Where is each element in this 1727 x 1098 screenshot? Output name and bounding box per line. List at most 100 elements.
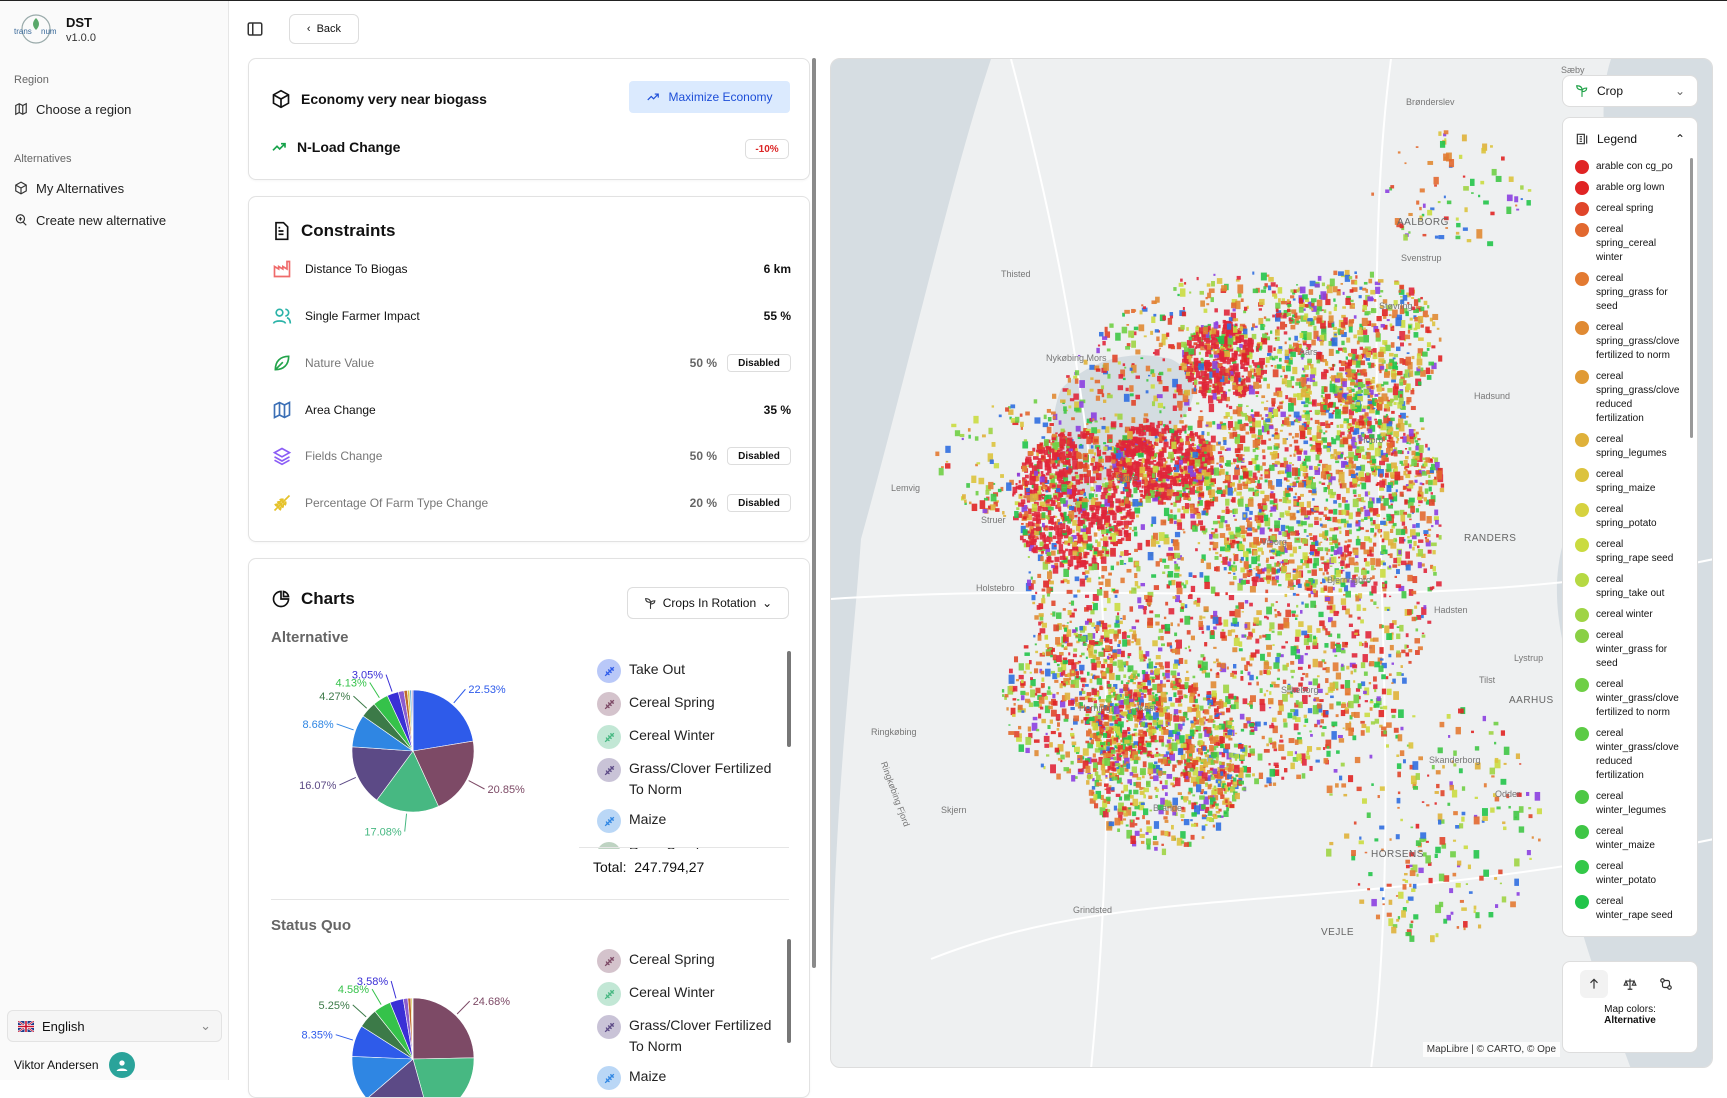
field-patch <box>1271 717 1277 722</box>
field-patch <box>1098 581 1104 586</box>
sidebar-toggle-icon[interactable] <box>246 20 264 38</box>
pie-slice[interactable] <box>412 997 475 1060</box>
field-patch <box>1119 555 1122 558</box>
field-patch <box>1212 616 1219 624</box>
field-patch <box>1376 696 1381 702</box>
field-patch <box>1164 460 1168 464</box>
field-patch <box>1151 697 1158 705</box>
pie-slice[interactable] <box>412 740 475 807</box>
field-patch <box>1067 610 1072 616</box>
field-patch <box>1154 437 1159 442</box>
back-label: Back <box>316 23 342 35</box>
back-button[interactable]: ‹ Back <box>289 14 359 44</box>
field-patch <box>1393 691 1400 700</box>
alternative-legend-scrollbar[interactable] <box>787 651 791 747</box>
field-patch <box>1104 517 1111 526</box>
field-patch <box>1241 530 1248 534</box>
field-patch <box>1064 540 1071 545</box>
field-patch <box>1021 522 1024 525</box>
chart-legend-item[interactable]: Grass/Clover Fertilized To Norm <box>597 758 772 800</box>
field-patch <box>1305 673 1309 678</box>
pie-slice[interactable] <box>412 689 474 752</box>
user-profile[interactable]: Viktor Andersen <box>14 1052 135 1078</box>
field-patch <box>1364 536 1370 542</box>
field-patch <box>1394 510 1400 516</box>
field-patch <box>1332 681 1339 689</box>
chart-type-select[interactable]: Crops In Rotation ⌄ <box>627 587 789 619</box>
pie-label-line <box>385 674 393 692</box>
field-patch <box>1295 343 1302 353</box>
maximize-economy-button[interactable]: Maximize Economy <box>629 81 790 113</box>
chart-legend-item[interactable]: Grass/Clover Fertilized To Norm <box>597 1015 772 1057</box>
pie-slice[interactable] <box>376 750 439 813</box>
field-patch <box>1234 323 1238 326</box>
field-patch <box>1407 539 1413 544</box>
chart-legend-item[interactable]: Cereal Spring <box>597 692 772 716</box>
field-patch <box>1303 638 1309 646</box>
field-patch <box>1412 429 1416 432</box>
field-patch <box>1204 672 1211 678</box>
chart-legend-item[interactable]: Rape Seed <box>597 842 772 849</box>
field-patch <box>1126 343 1131 347</box>
chart-legend-item[interactable]: Cereal Winter <box>597 982 772 1006</box>
field-patch <box>1255 485 1259 489</box>
my-alternatives-link[interactable]: My Alternatives <box>14 177 124 199</box>
field-patch <box>1325 710 1329 715</box>
field-patch <box>1225 696 1231 705</box>
field-patch <box>1289 321 1292 324</box>
field-patch <box>1222 390 1226 394</box>
field-patch <box>1372 575 1375 579</box>
field-patch <box>1084 496 1088 499</box>
field-patch <box>1254 325 1258 328</box>
field-patch <box>1120 521 1124 526</box>
field-patch <box>1263 577 1268 580</box>
page-scrollbar[interactable] <box>812 58 816 968</box>
field-patch <box>1237 284 1244 294</box>
field-patch <box>1210 498 1213 502</box>
field-patch <box>1228 378 1232 381</box>
field-layer[interactable] <box>935 130 1542 943</box>
field-patch <box>1050 442 1054 446</box>
field-patch <box>1180 363 1183 368</box>
pie-value-label: 4.58% <box>338 984 369 996</box>
field-patch <box>1095 368 1101 372</box>
field-patch <box>1395 528 1401 536</box>
choose-region-link[interactable]: Choose a region <box>14 98 131 120</box>
field-patch <box>1388 653 1392 658</box>
field-patch <box>1272 725 1278 734</box>
field-patch <box>1250 414 1255 418</box>
chart-legend-item[interactable]: Take Out <box>597 659 772 683</box>
field-patch <box>1166 483 1173 491</box>
language-select[interactable]: English ⌄ <box>7 1010 222 1042</box>
field-patch <box>1244 600 1249 604</box>
field-patch <box>1235 279 1240 282</box>
create-alternative-link[interactable]: Create new alternative <box>14 209 166 231</box>
map-view[interactable]: Sæby Brønderslev AALBORG Svenstrup Thisted St… <box>830 58 1713 1068</box>
field-patch <box>1051 521 1057 525</box>
field-patch <box>1166 679 1170 683</box>
pie-slice[interactable] <box>411 997 414 1060</box>
field-patch <box>1412 482 1416 486</box>
field-patch <box>1383 593 1387 598</box>
pie-slice[interactable] <box>411 689 414 752</box>
field-patch <box>1247 524 1252 531</box>
status-quo-legend-scrollbar[interactable] <box>787 939 791 1043</box>
field-patch <box>1301 331 1308 338</box>
chart-legend-label: Maize <box>629 1068 667 1084</box>
chart-legend-item[interactable]: Cereal Winter <box>597 725 772 749</box>
field-patch <box>1144 444 1148 448</box>
field-patch <box>1309 374 1316 382</box>
field-patch <box>1195 326 1201 334</box>
field-patch <box>1358 434 1363 442</box>
chart-legend-item[interactable]: Maize <box>597 1066 772 1090</box>
field-patch <box>1342 437 1349 445</box>
chart-legend-item[interactable]: Cereal Spring <box>597 949 772 973</box>
field-patch <box>1423 497 1427 502</box>
field-patch <box>1376 482 1380 486</box>
field-patch <box>1184 759 1189 764</box>
chart-legend-item[interactable]: Maize <box>597 809 772 833</box>
field-patch <box>1283 457 1287 461</box>
field-patch <box>1067 566 1070 570</box>
field-patch <box>1201 630 1205 634</box>
pie-slice[interactable] <box>351 746 414 801</box>
